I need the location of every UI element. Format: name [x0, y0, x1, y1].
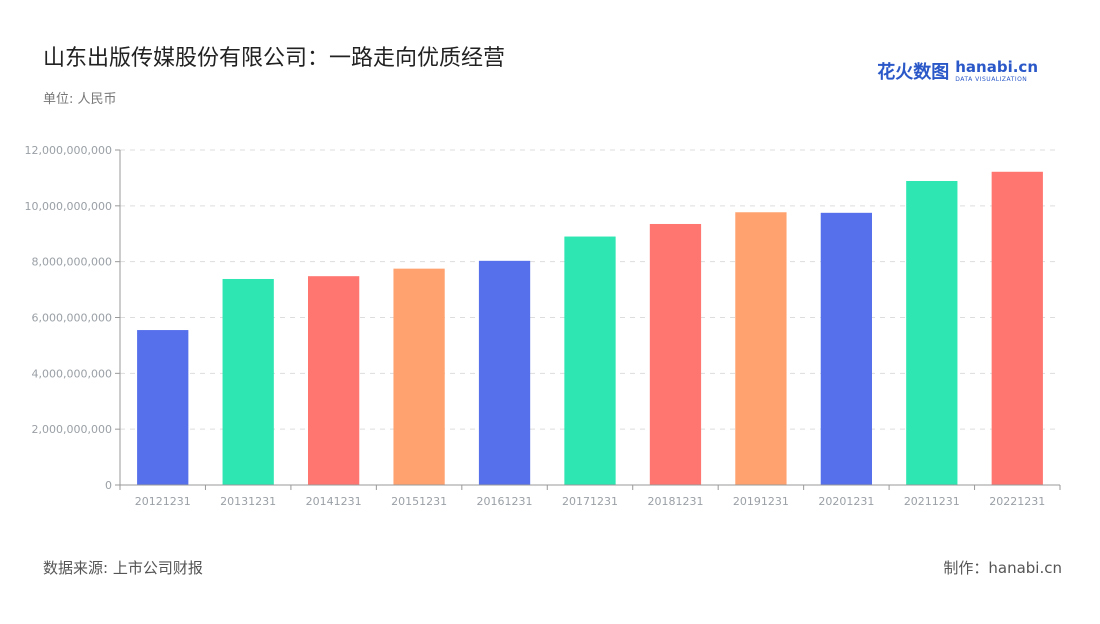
x-tick-label: 20151231 — [391, 495, 447, 508]
x-tick-label: 20171231 — [562, 495, 618, 508]
y-tick-label: 12,000,000,000 — [25, 144, 112, 157]
bar-20131231[interactable] — [222, 278, 274, 485]
bar-20121231[interactable] — [137, 330, 189, 485]
bar-20201231[interactable] — [820, 212, 872, 485]
x-tick-label: 20131231 — [220, 495, 276, 508]
x-tick-label: 20181231 — [647, 495, 703, 508]
bars-layer — [137, 171, 1043, 486]
y-tick-label: 10,000,000,000 — [25, 200, 112, 213]
bar-20191231[interactable] — [735, 212, 787, 486]
chart-title: 山东出版传媒股份有限公司：一路走向优质经营 — [43, 46, 506, 71]
bar-20161231[interactable] — [478, 260, 531, 485]
bar-20181231[interactable] — [649, 223, 702, 485]
x-tick-label: 20191231 — [733, 495, 789, 508]
brand-logo-tag: DATA VISUALIZATION — [955, 75, 1028, 83]
bar-20151231[interactable] — [393, 268, 445, 485]
ticks-layer: 0 2,000,000,000 4,000,000,000 6,000,000,000… — [25, 144, 1046, 508]
data-source: 数据来源: 上市公司财报 — [43, 559, 203, 577]
y-tick-label: 4,000,000,000 — [32, 367, 112, 380]
made-by-credit: 制作：hanabi.cn — [943, 559, 1062, 577]
y-tick-label: 8,000,000,000 — [32, 256, 112, 269]
unit-label: 单位: 人民币 — [43, 92, 117, 107]
bar-20221231[interactable] — [991, 171, 1043, 485]
brand-logo-word: hanabi.cn — [955, 57, 1038, 76]
bar-20171231[interactable] — [564, 236, 616, 485]
axis-layer — [115, 149, 1061, 490]
x-tick-label: 20121231 — [135, 495, 191, 508]
y-tick-label: 6,000,000,000 — [32, 312, 112, 325]
x-tick-label: 20201231 — [818, 495, 874, 508]
brand-logo: 花火数图 hanabi.cn DATA VISUALIZATION — [877, 58, 1038, 84]
x-tick-label: 20221231 — [989, 495, 1045, 508]
x-tick-label: 20211231 — [904, 495, 960, 508]
y-tick-label: 2,000,000,000 — [32, 423, 112, 436]
brand-logo-text: hanabi.cn DATA VISUALIZATION — [955, 57, 1038, 83]
bar-20211231[interactable] — [906, 180, 958, 486]
bar-20141231[interactable] — [308, 276, 360, 485]
y-tick-label: 0 — [105, 479, 112, 492]
x-tick-label: 20161231 — [477, 495, 533, 508]
x-tick-label: 20141231 — [306, 495, 362, 508]
brand-logo-mark: 花火数图 — [877, 62, 950, 83]
